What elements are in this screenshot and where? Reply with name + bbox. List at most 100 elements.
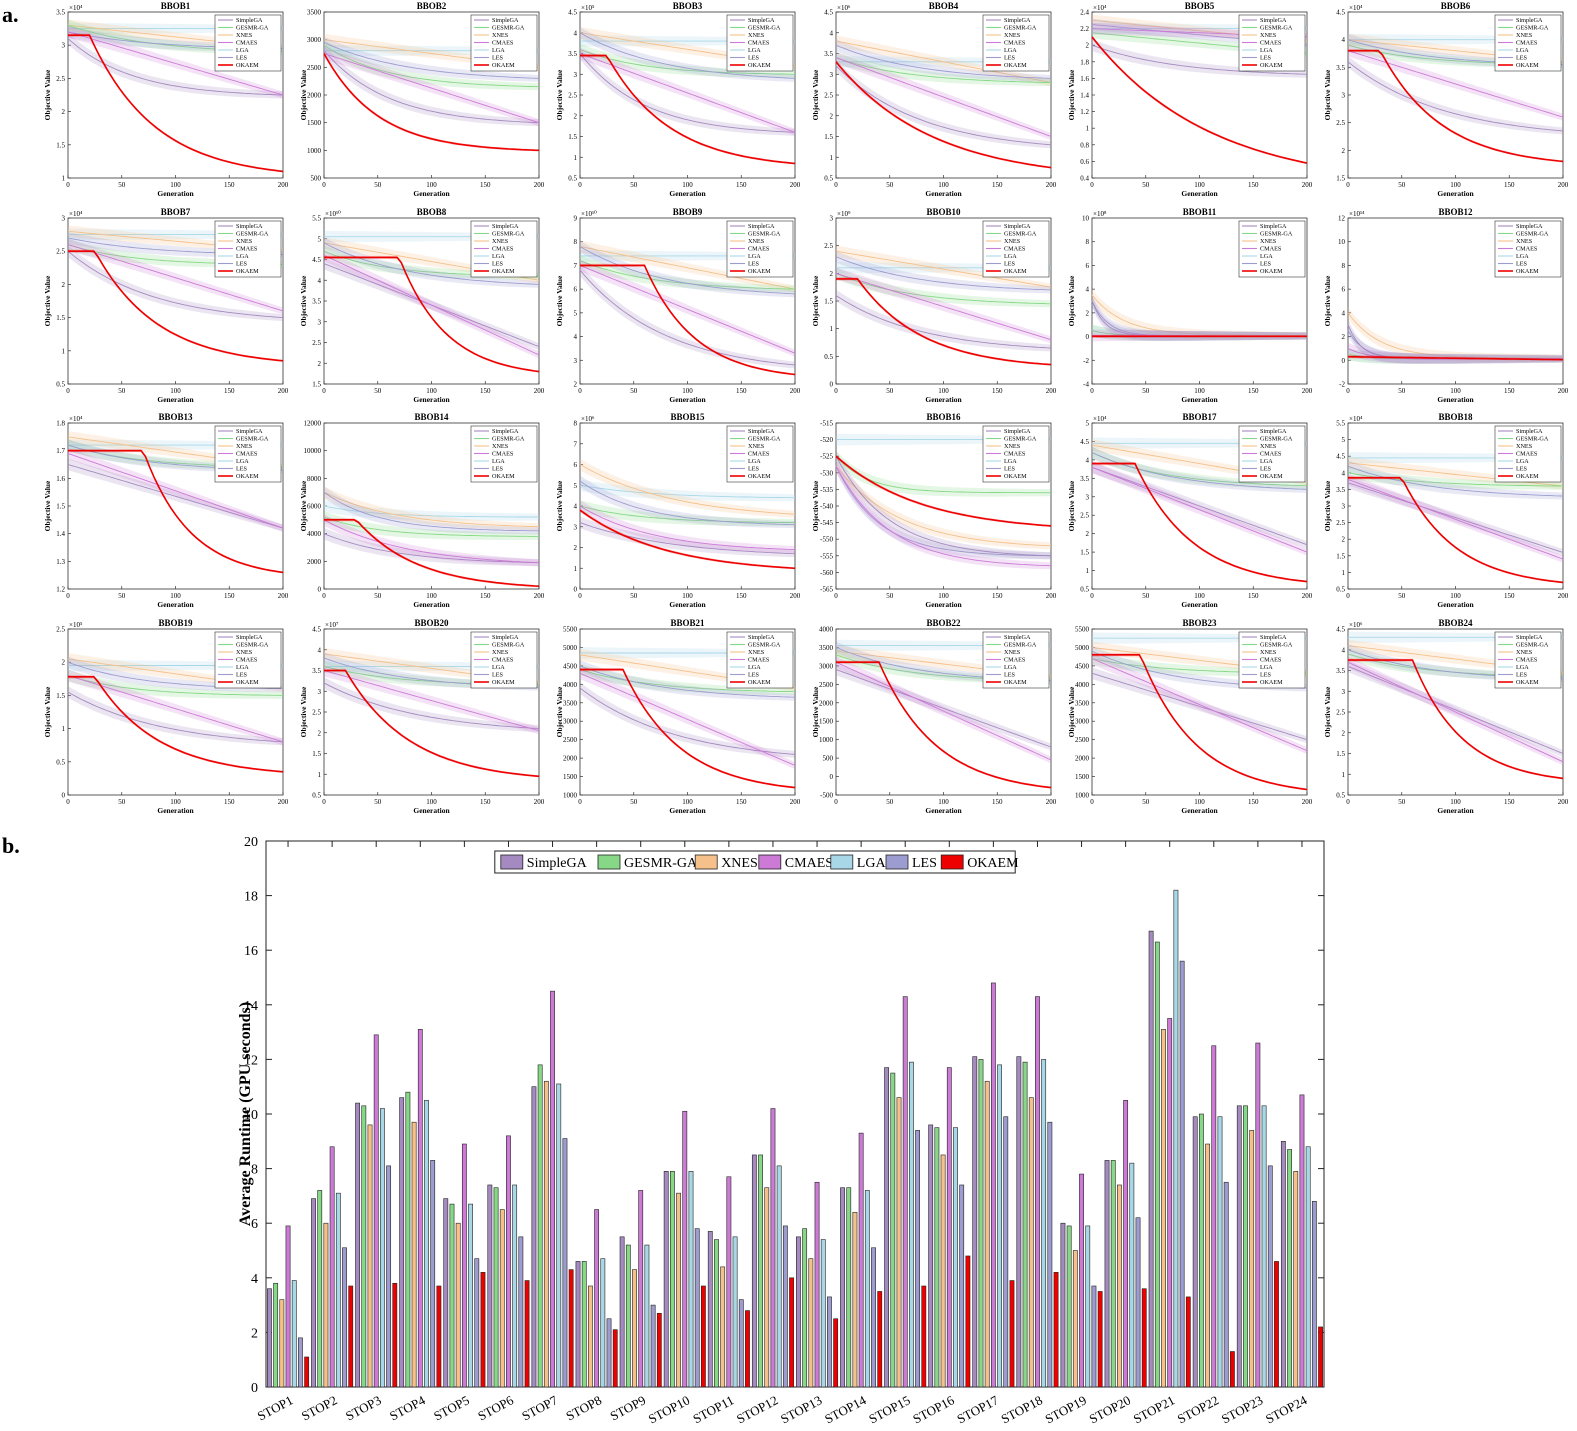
series-line-simplega: [323, 682, 540, 730]
legend-label-simplega: SimpleGA: [1004, 428, 1031, 435]
y-tick-label: 6000: [307, 503, 322, 511]
series-line-okaem: [1348, 476, 1564, 584]
series-line-cmaes: [1347, 50, 1564, 118]
series-line-simplega: [579, 687, 796, 755]
y-tick-label: 2.5: [824, 242, 833, 250]
x-tick-label: 50: [886, 798, 894, 806]
x-axis-label: Generation: [413, 395, 450, 404]
legend-label-gesmr-ga: GESMR-GA: [492, 231, 525, 238]
x-tick-label: 200: [1046, 181, 1057, 189]
y-tick-label: 3.5: [1080, 475, 1089, 483]
bar-stop1-gesmr-ga: [273, 1282, 279, 1388]
y-tick-label: 2.5: [1336, 519, 1345, 527]
y-tick-label: 3: [1342, 92, 1346, 100]
bar-stop13-les: [827, 1296, 832, 1388]
bar-stop8-cmaes: [594, 1209, 600, 1388]
bar-stop19-okaem: [1097, 1291, 1103, 1388]
x-tick-label: 200: [534, 181, 545, 189]
series-line-cmaes: [579, 53, 796, 133]
bar-stop18-simplega: [1016, 1056, 1022, 1388]
y-axis-label: Objective Value: [299, 480, 308, 531]
subplot-title: BBOB14: [414, 412, 449, 422]
y-tick-label: 1500: [819, 718, 834, 726]
y-tick-label: 3: [574, 71, 578, 79]
band-cmaes: [68, 669, 283, 746]
legend-label-les: LES: [748, 466, 760, 473]
bar-stop4-les: [430, 1160, 436, 1388]
bar-stop7-lga: [556, 1083, 562, 1388]
legend-label-cmaes: CMAES: [785, 856, 833, 871]
y-tick-label: 6: [574, 461, 578, 469]
series-line-xnes: [835, 40, 1052, 84]
x-tick-label: STOP19: [1043, 1392, 1089, 1426]
bar-stop5-les: [474, 1258, 480, 1388]
x-tick-label: STOP5: [431, 1392, 472, 1423]
legend-label-gesmr-ga: GESMR-GA: [1516, 436, 1549, 443]
axis-exponent: ×10⁴: [69, 210, 83, 218]
x-tick-label: 100: [426, 592, 437, 600]
subplot-title: BBOB24: [1438, 618, 1473, 628]
legend-label-lga: LGA: [1516, 458, 1529, 465]
bar-stop3-gesmr-ga: [361, 1105, 367, 1388]
y-tick-label: 3: [574, 357, 578, 365]
bar-stop24-xnes: [1293, 1171, 1299, 1388]
x-tick-label: 200: [1558, 592, 1569, 600]
legend-label-okaem: OKAEM: [492, 473, 515, 480]
bar-stop10-gesmr-ga: [669, 1171, 675, 1388]
legend-label-simplega: SimpleGA: [1260, 428, 1287, 435]
x-tick-label: 50: [118, 592, 126, 600]
legend-label-xnes: XNES: [492, 649, 509, 656]
bar-stop3-xnes: [367, 1124, 373, 1388]
y-tick-label: 1: [574, 154, 578, 162]
legend-label-les: LES: [1004, 466, 1016, 473]
bar-stop2-les: [342, 1247, 347, 1388]
series-line-cmaes: [835, 57, 1052, 137]
x-tick-label: 100: [1194, 387, 1205, 395]
x-tick-label: 50: [118, 387, 126, 395]
y-tick-label: 1.8: [56, 420, 65, 428]
band-cmaes: [324, 249, 539, 359]
y-tick-label: 3.5: [824, 50, 833, 58]
legend-label-gesmr-ga: GESMR-GA: [1004, 436, 1037, 443]
bar-stop22-xnes: [1205, 1143, 1210, 1388]
legend-label-les: LES: [1260, 261, 1272, 268]
y-tick-label: 2.5: [312, 339, 321, 347]
legend-label-cmaes: CMAES: [492, 657, 514, 664]
legend-label-okaem: OKAEM: [1516, 62, 1539, 69]
subplot-title: BBOB13: [158, 412, 193, 422]
y-axis-label: Objective Value: [1067, 480, 1076, 531]
legend-label-gesmr-ga: GESMR-GA: [748, 436, 781, 443]
series-line-simplega: [1347, 61, 1564, 132]
y-tick-label: 4: [1342, 309, 1346, 317]
bar-stop21-lga: [1173, 889, 1179, 1388]
bar-stop6-les: [518, 1236, 524, 1388]
legend-label-lga: LGA: [236, 253, 249, 260]
band-simplega: [580, 682, 795, 758]
y-tick-label: 1.5: [568, 133, 577, 141]
legend-label-cmaes: CMAES: [236, 40, 258, 47]
x-tick-label: STOP9: [607, 1392, 648, 1423]
x-tick-label: 150: [992, 592, 1003, 600]
axis-exponent: ×10⁴: [1093, 415, 1107, 423]
x-tick-label: 0: [66, 798, 70, 806]
legend-swatch-xnes: [694, 854, 718, 870]
legend-label-okaem: OKAEM: [236, 473, 259, 480]
x-tick-label: STOP1: [255, 1392, 296, 1423]
band-simplega: [68, 245, 283, 322]
series-line-okaem: [1348, 49, 1564, 163]
y-axis-label: Objective Value: [299, 69, 308, 120]
series-line-lga: [579, 484, 795, 499]
series-line-okaem: [1092, 653, 1308, 791]
bar-stop7-les: [562, 1138, 568, 1388]
x-tick-label: STOP3: [343, 1392, 384, 1423]
bar-stop19-lga: [1085, 1225, 1091, 1388]
series-line-okaem: [1092, 462, 1308, 583]
y-tick-label: 3500: [819, 644, 834, 652]
bar-stop14-okaem: [877, 1291, 883, 1388]
legend-label-cmaes: CMAES: [1516, 246, 1538, 253]
series-line-cmaes: [835, 272, 1052, 341]
band-simplega: [1348, 660, 1563, 757]
y-tick-label: 1.5: [1336, 175, 1345, 183]
bar-stop20-les: [1135, 1217, 1141, 1388]
subplot-bbob20: BBOB20 ×10⁷ 0.5 1 1.5 2 2.5 3 3.5 4 4.5 0 50 100 150 20…: [299, 618, 545, 815]
